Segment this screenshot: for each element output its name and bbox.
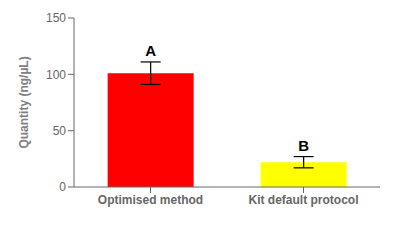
svg-text:A: A	[145, 42, 156, 59]
svg-text:Kit default protocol: Kit default protocol	[249, 193, 359, 207]
svg-text:Quantity (ng/µL): Quantity (ng/µL)	[17, 56, 31, 148]
svg-text:150: 150	[46, 11, 66, 25]
svg-text:100: 100	[46, 68, 66, 82]
svg-text:Optimised method: Optimised method	[98, 193, 203, 207]
svg-text:50: 50	[53, 124, 67, 138]
svg-text:B: B	[298, 137, 309, 154]
svg-text:0: 0	[59, 180, 66, 194]
